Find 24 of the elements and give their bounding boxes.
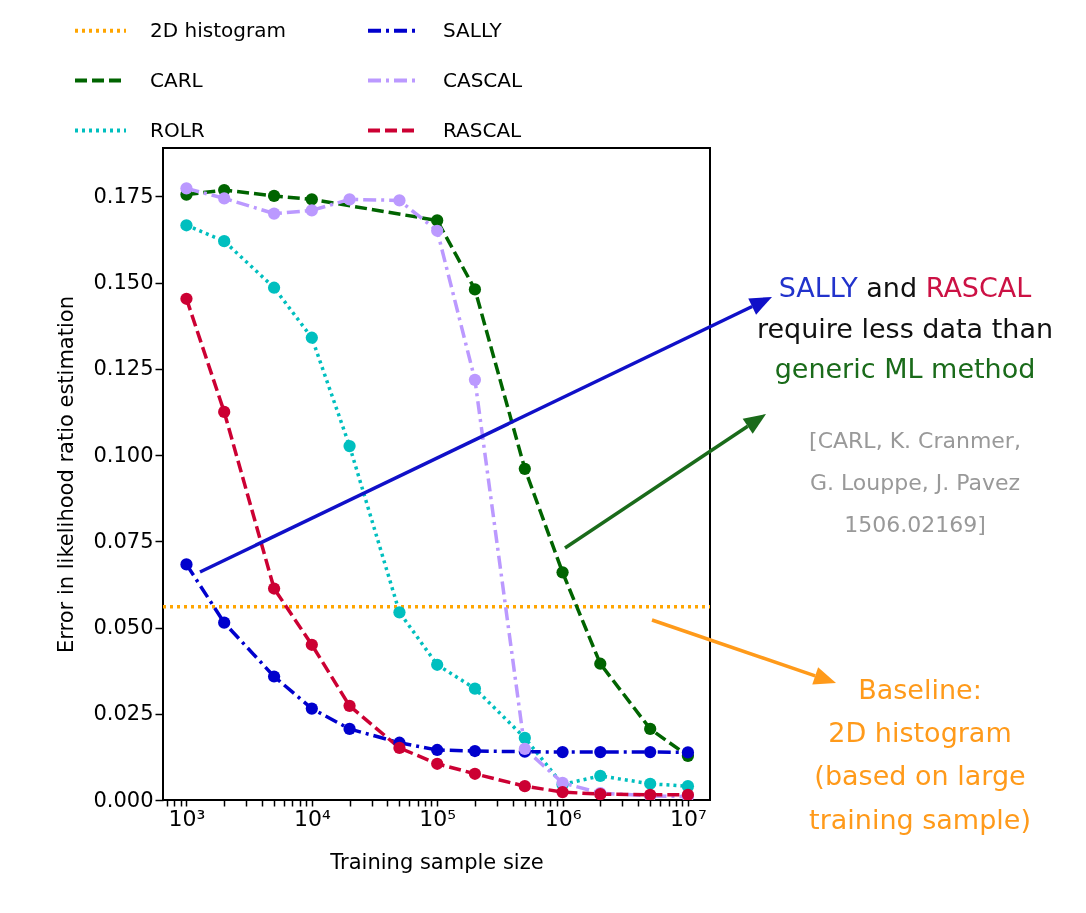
y-axis-title: Error in likelihood ratio estimation [54,296,79,653]
y-tick-label: 0.175 [93,183,154,208]
x-tick-label: 10³ [168,805,206,831]
y-tick-label: 0.000 [93,787,154,812]
legend-label: SALLY [443,17,503,42]
x-tick-label: 10⁷ [670,805,707,831]
text: [CARL, K. Cranmer, G. Louppe, J. Pavez 1506.02169] [809,428,1021,537]
text: Baseline: 2D histogram (based on large training sample) [809,674,1031,835]
legend-label: RASCAL [443,117,523,142]
y-tick-label: 0.150 [93,270,154,295]
legend-label: ROLR [150,117,205,142]
text: SALLY and RASCAL require less data than generic ML method [756,272,1054,384]
legend-label: CASCAL [443,67,523,92]
y-tick-label: 0.050 [93,615,154,640]
legend-label: 2D histogram [150,17,286,42]
y-tick-label: 0.125 [93,356,154,381]
x-tick-label: 10⁴ [293,805,331,831]
y-tick-label: 0.100 [93,442,154,467]
y-tick-label: 0.075 [93,528,154,553]
x-tick-label: 10⁶ [544,805,582,831]
x-axis-title: Training sample size [329,849,544,874]
x-tick-label: 10⁵ [419,805,457,831]
legend-label: CARL [150,67,204,92]
y-tick-label: 0.025 [93,701,154,726]
